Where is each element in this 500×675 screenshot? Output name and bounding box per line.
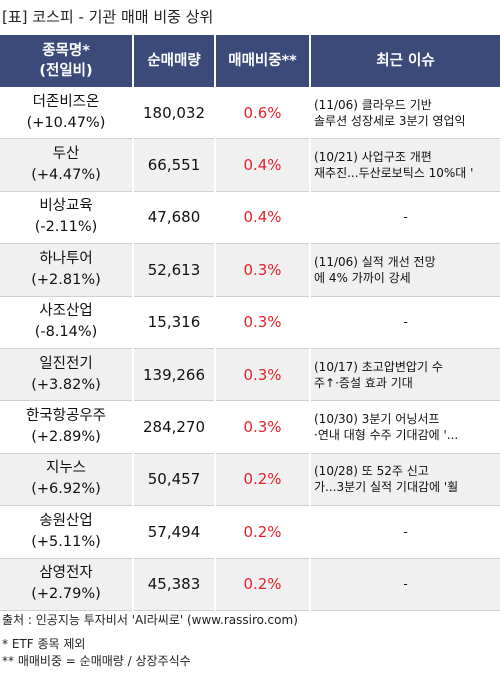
trade-ratio: 0.6% [215, 87, 311, 140]
issue-line-1: (10/30) 3분기 어닝서프 [314, 412, 440, 427]
trade-ratio: 0.3% [215, 400, 311, 454]
trade-ratio: 0.4% [215, 191, 311, 245]
stock-name-cell: 하나투어 (+2.81%) [0, 243, 134, 297]
net-volume: 139,266 [133, 348, 216, 402]
recent-issue: - [310, 558, 500, 611]
stock-name: 비상교육 [39, 198, 93, 215]
recent-issue: - [310, 505, 500, 559]
table-header-row: 종목명* (전일비) 순매매량 매매비중** 최근 이슈 [0, 35, 500, 87]
net-volume: 284,270 [133, 400, 216, 454]
issue-line-1: - [403, 315, 408, 330]
table-row: 비상교육 (-2.11%) 47,680 0.4% - [0, 191, 500, 245]
net-volume: 66,551 [133, 138, 216, 192]
table-row: 송원산업 (+5.11%) 57,494 0.2% - [0, 505, 500, 559]
institution-trading-table: 종목명* (전일비) 순매매량 매매비중** 최근 이슈 더존비즈온 (+10.4… [0, 35, 500, 611]
issue-line-1: - [403, 577, 408, 592]
net-volume: 52,613 [133, 243, 216, 297]
stock-change: (+10.47%) [26, 114, 106, 131]
header-volume: 순매매량 [133, 35, 216, 87]
issue-line-1: (11/06) 실적 개선 전망 [314, 254, 436, 269]
trade-ratio: 0.2% [215, 558, 311, 611]
stock-name: 하나투어 [39, 250, 93, 267]
trade-ratio: 0.4% [215, 138, 311, 192]
stock-name-cell: 송원산업 (+5.11%) [0, 505, 134, 559]
issue-line-2: 에 4% 가까이 강세 [314, 270, 411, 285]
recent-issue: - [310, 296, 500, 349]
stock-change: (+4.47%) [31, 167, 101, 184]
table-row: 더존비즈온 (+10.47%) 180,032 0.6% (11/06) 클라우드 기반… [0, 87, 500, 140]
stock-change: (-2.11%) [34, 219, 98, 236]
net-volume: 47,680 [133, 191, 216, 245]
stock-name-cell: 삼영전자 (+2.79%) [0, 558, 134, 611]
recent-issue: (10/21) 사업구조 개편 재추진...두산로보틱스 10%대 ' [310, 138, 500, 192]
stock-name-cell: 두산 (+4.47%) [0, 138, 134, 192]
recent-issue: - [310, 191, 500, 245]
issue-line-1: (10/21) 사업구조 개편 [314, 150, 432, 165]
stock-change: (+3.82%) [31, 376, 101, 393]
header-name: 종목명* (전일비) [0, 35, 134, 87]
issue-line-2: 솔루션 성장세로 3분기 영업익 [314, 113, 466, 128]
stock-name-cell: 사조산업 (-8.14%) [0, 296, 134, 349]
issue-line-1: - [403, 210, 408, 225]
recent-issue: (11/06) 실적 개선 전망 에 4% 가까이 강세 [310, 243, 500, 297]
footnote-etf: * ETF 종목 제외 [2, 637, 86, 651]
trade-ratio: 0.3% [215, 296, 311, 349]
table-row: 한국항공우주 (+2.89%) 284,270 0.3% (10/30) 3분기 어닝서… [0, 400, 500, 454]
stock-change: (+2.81%) [31, 271, 101, 288]
stock-change: (+2.79%) [31, 586, 101, 603]
stock-name-cell: 비상교육 (-2.11%) [0, 191, 134, 245]
stock-name: 지누스 [45, 460, 87, 477]
trade-ratio: 0.3% [215, 348, 311, 402]
stock-change: (+6.92%) [31, 481, 101, 498]
stock-name: 두산 [52, 146, 80, 163]
stock-name-cell: 지누스 (+6.92%) [0, 453, 134, 507]
footnote-ratio: ** 매매비중 = 순매매량 / 상장주식수 [2, 654, 191, 668]
stock-name: 사조산업 [39, 303, 93, 320]
issue-line-2: 가...3분기 실적 기대감에 '훨 [314, 480, 459, 495]
issue-line-1: - [403, 524, 408, 539]
source-note: 출처 : 인공지능 투자비서 'AI라씨로' (www.rassiro.com) [2, 613, 298, 627]
issue-line-1: (10/28) 또 52주 신고 [314, 464, 429, 479]
recent-issue: (10/17) 초고압변압기 수 주↑·증설 효과 기대 [310, 348, 500, 402]
stock-name: 더존비즈온 [32, 93, 100, 110]
stock-name: 일진전기 [39, 355, 93, 372]
table-row: 지누스 (+6.92%) 50,457 0.2% (10/28) 또 52주 신고 가..… [0, 453, 500, 507]
issue-line-2: 재추진...두산로보틱스 10%대 ' [314, 166, 474, 181]
stock-name: 삼영전자 [39, 565, 93, 582]
stock-name-cell: 한국항공우주 (+2.89%) [0, 400, 134, 454]
stock-name: 한국항공우주 [25, 408, 107, 425]
trade-ratio: 0.2% [215, 453, 311, 507]
header-ratio: 매매비중** [215, 35, 311, 87]
table-row: 두산 (+4.47%) 66,551 0.4% (10/21) 사업구조 개편 재추진..… [0, 138, 500, 192]
recent-issue: (10/28) 또 52주 신고 가...3분기 실적 기대감에 '훨 [310, 453, 500, 507]
table-row: 사조산업 (-8.14%) 15,316 0.3% - [0, 296, 500, 349]
net-volume: 45,383 [133, 558, 216, 611]
table-title: [표] 코스피 - 기관 매매 비중 상위 [2, 8, 214, 26]
recent-issue: (11/06) 클라우드 기반 솔루션 성장세로 3분기 영업익 [310, 87, 500, 140]
trade-ratio: 0.3% [215, 243, 311, 297]
header-name-line2: (전일비) [39, 63, 93, 79]
table-row: 삼영전자 (+2.79%) 45,383 0.2% - [0, 558, 500, 611]
stock-change: (-8.14%) [34, 324, 98, 341]
issue-line-1: (11/06) 클라우드 기반 [314, 97, 432, 112]
stock-name-cell: 더존비즈온 (+10.47%) [0, 87, 134, 140]
net-volume: 15,316 [133, 296, 216, 349]
net-volume: 50,457 [133, 453, 216, 507]
stock-name-cell: 일진전기 (+3.82%) [0, 348, 134, 402]
issue-line-2: ·연내 대형 수주 기대감에 '... [314, 428, 459, 443]
stock-change: (+5.11%) [31, 533, 101, 550]
stock-name: 송원산업 [39, 512, 93, 529]
header-issue: 최근 이슈 [310, 35, 500, 87]
net-volume: 180,032 [133, 87, 216, 140]
net-volume: 57,494 [133, 505, 216, 559]
table-row: 하나투어 (+2.81%) 52,613 0.3% (11/06) 실적 개선 전망 에 … [0, 243, 500, 297]
trade-ratio: 0.2% [215, 505, 311, 559]
recent-issue: (10/30) 3분기 어닝서프 ·연내 대형 수주 기대감에 '... [310, 400, 500, 454]
header-name-line1: 종목명* [42, 43, 90, 59]
stock-change: (+2.89%) [31, 429, 101, 446]
issue-line-1: (10/17) 초고압변압기 수 [314, 359, 443, 374]
issue-line-2: 주↑·증설 효과 기대 [314, 375, 413, 390]
